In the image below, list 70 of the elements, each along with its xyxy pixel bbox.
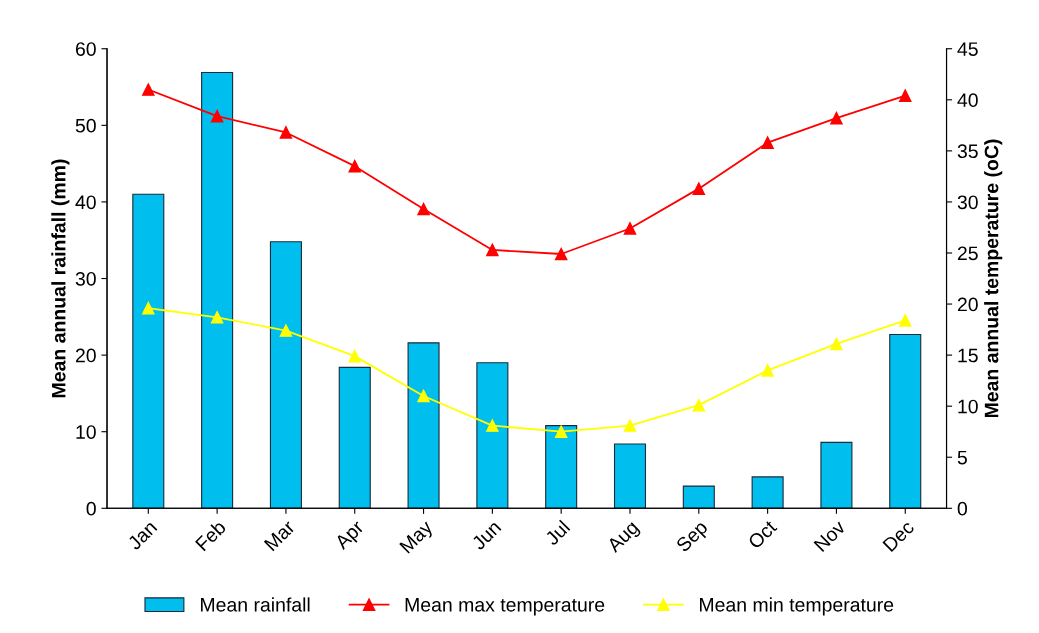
bar	[613, 443, 647, 509]
point	[486, 243, 499, 257]
point	[554, 247, 568, 261]
point	[210, 109, 224, 123]
point	[348, 159, 361, 173]
point	[417, 202, 430, 216]
bar	[820, 441, 853, 509]
point	[692, 182, 706, 195]
y2-tick-label: 20	[957, 297, 978, 312]
x-tick-label: Dec	[882, 519, 915, 553]
legend-label: Mean rainfall	[201, 597, 310, 612]
point	[486, 419, 499, 432]
bar	[545, 425, 578, 509]
point	[898, 89, 912, 102]
point	[761, 136, 774, 149]
point	[142, 83, 155, 96]
y2-tick-label: 0	[957, 501, 967, 516]
x-tick-label: Apr	[333, 519, 368, 553]
x-tick-label: Feb	[194, 519, 227, 552]
y2-tick-label: 30	[957, 195, 978, 210]
x-tick-label: Mar	[263, 519, 296, 552]
point	[623, 222, 637, 235]
legend-label: Mean min temperature	[700, 597, 894, 616]
y-tick-label: 60	[75, 42, 96, 56]
bar	[751, 476, 784, 509]
point	[692, 398, 706, 412]
x-tick-label: Aug	[606, 520, 642, 556]
point	[142, 301, 155, 315]
y2-tick-label: 15	[958, 348, 978, 363]
y2-axis-title: Mean annual temperature (oC)	[984, 139, 1003, 418]
bar	[889, 333, 922, 509]
y-axis-title: Mean annual rainfall (mm)	[51, 159, 70, 398]
bar	[682, 485, 715, 509]
x-tick-label: Oct	[747, 519, 778, 550]
bar	[269, 241, 302, 509]
point	[898, 314, 912, 327]
y-tick-label: 0	[86, 501, 96, 516]
y2-tick-label: 40	[957, 93, 978, 108]
bar	[201, 71, 234, 509]
point	[830, 337, 843, 351]
point	[210, 311, 224, 324]
point	[417, 389, 430, 403]
point	[623, 419, 637, 432]
point	[348, 349, 361, 363]
x-tick-label: Jan	[126, 520, 158, 551]
point	[279, 324, 293, 337]
y-tick-label: 50	[75, 118, 96, 133]
x-tick-label: Nov	[813, 519, 847, 553]
bar	[407, 342, 440, 509]
y-tick-label: 20	[75, 348, 96, 363]
y2-tick-label: 25	[957, 246, 978, 261]
bar	[476, 362, 509, 509]
y-tick-label: 40	[75, 195, 96, 210]
point	[279, 126, 293, 139]
y2-tick-label: 5	[957, 450, 967, 465]
y2-tick-label: 10	[958, 399, 978, 414]
y-tick-label: 10	[76, 425, 96, 439]
y-tick-label: 30	[75, 271, 96, 286]
y2-tick-label: 45	[957, 42, 978, 56]
bar	[132, 193, 165, 509]
y2-tick-label: 35	[957, 144, 978, 159]
point	[830, 111, 843, 125]
x-tick-label: Sep	[675, 519, 712, 556]
x-tick-label: Jun	[470, 520, 502, 551]
point	[554, 425, 568, 438]
legend-label: Mean max temperature	[405, 598, 605, 616]
point	[761, 364, 774, 377]
x-tick-label: May	[399, 519, 437, 557]
bar	[338, 366, 371, 509]
x-tick-label: Jul	[543, 519, 571, 547]
